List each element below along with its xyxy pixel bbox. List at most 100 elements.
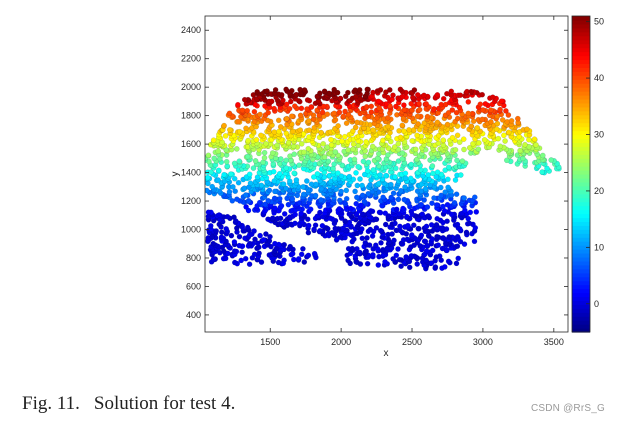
scatter-point bbox=[404, 236, 411, 243]
scatter-point bbox=[301, 259, 308, 265]
scatter-point bbox=[234, 146, 240, 152]
scatter-point bbox=[461, 241, 468, 247]
scatter-point bbox=[408, 208, 415, 215]
colorbar-segment bbox=[572, 102, 590, 108]
scatter-point bbox=[488, 119, 494, 125]
scatter-point bbox=[296, 162, 302, 168]
scatter-point bbox=[409, 138, 415, 144]
scatter-point bbox=[526, 136, 532, 143]
scatter-point bbox=[393, 206, 400, 213]
scatter-point bbox=[306, 127, 313, 133]
colorbar-segment bbox=[572, 264, 590, 270]
scatter-point bbox=[501, 132, 507, 139]
scatter-point bbox=[488, 107, 494, 113]
scatter-point bbox=[369, 143, 376, 150]
scatter-point bbox=[458, 172, 464, 178]
scatter-point bbox=[270, 168, 277, 175]
scatter-point bbox=[416, 100, 422, 107]
scatter-point bbox=[275, 259, 282, 266]
scatter-point bbox=[497, 143, 504, 150]
scatter-point bbox=[409, 232, 415, 238]
scatter-point bbox=[448, 88, 455, 95]
scatter-point bbox=[272, 240, 278, 247]
figure-caption: Fig. 11. Solution for test 4. bbox=[22, 393, 235, 415]
scatter-point bbox=[210, 137, 217, 143]
scatter-point bbox=[354, 182, 361, 189]
scatter-point bbox=[388, 181, 394, 188]
scatter-point bbox=[452, 177, 459, 183]
scatter-point bbox=[236, 233, 243, 240]
scatter-point bbox=[399, 122, 406, 129]
scatter-point bbox=[454, 243, 461, 249]
scatter-point bbox=[429, 200, 435, 206]
scatter-point bbox=[243, 204, 249, 210]
colorbar-segment bbox=[572, 67, 590, 72]
colorbar-segment bbox=[572, 91, 590, 96]
scatter-point bbox=[444, 201, 451, 208]
scatter-point bbox=[318, 129, 324, 136]
scatter-point bbox=[351, 156, 358, 163]
scatter-point bbox=[283, 130, 290, 137]
colorbar-segment bbox=[572, 312, 590, 317]
scatter-points bbox=[205, 86, 562, 272]
colorbar-segment bbox=[572, 237, 590, 242]
scatter-point bbox=[254, 89, 260, 95]
y-axis-label: y bbox=[170, 172, 181, 177]
scatter-point bbox=[265, 197, 271, 204]
scatter-point bbox=[357, 214, 363, 221]
scatter-point bbox=[246, 171, 253, 178]
scatter-point bbox=[246, 261, 253, 267]
scatter-point bbox=[506, 129, 512, 136]
scatter-point bbox=[412, 146, 419, 153]
scatter-point bbox=[393, 252, 400, 259]
scatter-point bbox=[345, 111, 352, 118]
scatter-point bbox=[244, 153, 251, 160]
scatter-point bbox=[223, 226, 229, 232]
scatter-point bbox=[339, 162, 346, 169]
scatter-point bbox=[304, 97, 311, 103]
scatter-plot-figure: 1500 2000 2500 3000 3500 4006008001000120014… bbox=[170, 15, 605, 359]
scatter-point bbox=[319, 222, 326, 229]
scatter-point bbox=[430, 170, 436, 177]
colorbar-tick-label: 10 bbox=[594, 242, 604, 252]
scatter-point bbox=[425, 213, 432, 219]
scatter-point bbox=[411, 222, 417, 228]
scatter-point bbox=[416, 106, 423, 113]
y-tick-label: 400 bbox=[186, 310, 201, 320]
scatter-point bbox=[435, 242, 441, 248]
scatter-point bbox=[343, 195, 350, 202]
scatter-point bbox=[331, 86, 337, 93]
scatter-point bbox=[356, 87, 363, 93]
scatter-point bbox=[231, 160, 238, 167]
colorbar-segment bbox=[572, 118, 590, 124]
scatter-point bbox=[247, 180, 254, 186]
scatter-point bbox=[305, 252, 312, 259]
scatter-point bbox=[354, 119, 360, 126]
scatter-point bbox=[364, 86, 371, 93]
scatter-point bbox=[493, 126, 500, 132]
scatter-point bbox=[335, 170, 341, 176]
colorbar-segment bbox=[572, 296, 590, 301]
scatter-point bbox=[378, 240, 384, 246]
scatter-point bbox=[520, 155, 526, 162]
scatter-point bbox=[367, 182, 373, 188]
colorbar-segment bbox=[572, 197, 590, 203]
scatter-point bbox=[275, 117, 282, 124]
scatter-point bbox=[439, 245, 446, 252]
scatter-point bbox=[354, 194, 360, 201]
colorbar-segment bbox=[572, 162, 590, 167]
colorbar-segment bbox=[572, 142, 590, 147]
y-tick-label: 1400 bbox=[181, 168, 201, 178]
scatter-point bbox=[221, 171, 227, 178]
scatter-point bbox=[252, 158, 259, 164]
scatter-point bbox=[250, 165, 257, 171]
scatter-point bbox=[257, 232, 263, 239]
scatter-point bbox=[226, 110, 233, 117]
scatter-point bbox=[440, 137, 447, 143]
y-tick-label: 1200 bbox=[181, 196, 201, 206]
scatter-point bbox=[205, 174, 211, 181]
scatter-point bbox=[361, 198, 368, 205]
scatter-point bbox=[261, 149, 268, 156]
scatter-point bbox=[328, 142, 335, 148]
scatter-point bbox=[311, 124, 318, 131]
